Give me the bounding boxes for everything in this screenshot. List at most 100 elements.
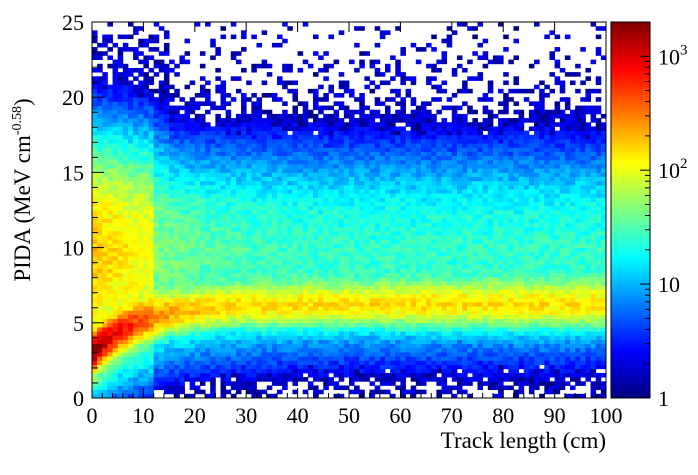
heatmap-cell: [194, 218, 201, 223]
heatmap-cell: [297, 301, 304, 307]
heatmap-cell: [282, 335, 288, 340]
heatmap-cell: [184, 268, 191, 274]
heatmap-cell: [338, 84, 345, 90]
heatmap-cell: [297, 143, 304, 148]
heatmap-cell: [379, 255, 386, 261]
heatmap-cell: [220, 372, 227, 378]
heatmap-cell: [369, 243, 376, 248]
heatmap-cell: [374, 67, 381, 73]
heatmap-cell: [184, 218, 191, 223]
heatmap-cell: [189, 272, 196, 278]
heatmap-cell: [338, 343, 345, 349]
heatmap-cell: [282, 113, 288, 119]
heatmap-cell: [117, 55, 124, 60]
heatmap-cell: [426, 331, 432, 336]
heatmap-cell: [410, 239, 417, 244]
heatmap-cell: [415, 297, 422, 303]
heatmap-cell: [349, 289, 355, 294]
heatmap-cell: [415, 360, 422, 365]
heatmap-cell: [235, 322, 242, 328]
heatmap-cell: [122, 326, 129, 332]
heatmap-cell: [153, 147, 160, 152]
heatmap-cell: [374, 247, 381, 253]
heatmap-cell: [349, 372, 355, 378]
heatmap-cell: [133, 168, 139, 173]
heatmap-cell: [205, 356, 211, 361]
heatmap-cell: [369, 322, 376, 328]
heatmap-cell: [390, 151, 396, 157]
heatmap-cell: [359, 285, 365, 290]
heatmap-cell: [431, 314, 437, 320]
heatmap-cell: [210, 393, 216, 399]
heatmap-cell: [420, 164, 427, 169]
heatmap-cell: [364, 172, 370, 177]
heatmap-cell: [133, 134, 139, 140]
heatmap-cell: [410, 389, 417, 395]
heatmap-cell: [215, 155, 221, 161]
heatmap-cell: [235, 268, 242, 274]
heatmap-cell: [235, 356, 242, 361]
heatmap-cell: [92, 159, 98, 165]
heatmap-cell: [122, 197, 129, 203]
heatmap-cell: [210, 389, 216, 395]
heatmap-cell: [431, 235, 437, 240]
heatmap-cell: [364, 372, 370, 378]
heatmap-cell: [194, 264, 201, 269]
heatmap-cell: [215, 339, 221, 345]
heatmap-cell: [184, 264, 191, 269]
heatmap-cell: [395, 306, 401, 311]
heatmap-cell: [318, 130, 324, 136]
heatmap-cell: [395, 155, 401, 161]
heatmap-cell: [107, 172, 113, 177]
heatmap-cell: [220, 226, 227, 232]
heatmap-cell: [246, 172, 252, 177]
heatmap-cell: [426, 118, 432, 123]
heatmap-cell: [179, 230, 185, 236]
heatmap-cell: [220, 356, 227, 361]
heatmap-cell: [230, 222, 237, 228]
heatmap-cell: [349, 126, 355, 132]
heatmap-cell: [287, 251, 293, 257]
heatmap-cell: [174, 389, 180, 395]
heatmap-cell: [189, 210, 196, 215]
heatmap-cell: [395, 118, 401, 123]
heatmap-cell: [261, 159, 268, 165]
heatmap-cell: [153, 201, 160, 207]
heatmap-cell: [338, 80, 345, 86]
heatmap-cell: [359, 347, 365, 353]
heatmap-cell: [349, 306, 355, 311]
heatmap-cell: [189, 222, 196, 228]
heatmap-cell: [410, 297, 417, 303]
heatmap-cell: [153, 272, 160, 278]
heatmap-cell: [302, 389, 309, 395]
heatmap-cell: [184, 151, 191, 157]
heatmap-cell: [266, 168, 273, 173]
heatmap-cell: [127, 214, 134, 219]
heatmap-cell: [194, 197, 201, 203]
heatmap-cell: [112, 251, 119, 257]
heatmap-cell: [143, 318, 149, 324]
heatmap-cell: [179, 306, 185, 311]
heatmap-cell: [271, 155, 278, 161]
heatmap-cell: [379, 80, 386, 86]
heatmap-cell: [405, 189, 412, 194]
heatmap-cell: [143, 97, 149, 102]
heatmap-cell: [143, 151, 149, 157]
heatmap-cell: [384, 205, 391, 211]
heatmap-cell: [328, 201, 334, 207]
heatmap-cell: [153, 381, 160, 386]
heatmap-cell: [292, 126, 298, 132]
heatmap-cell: [282, 67, 288, 73]
heatmap-cell: [256, 180, 263, 186]
heatmap-cell: [323, 189, 329, 194]
heatmap-cell: [148, 364, 155, 370]
heatmap-cell: [277, 293, 283, 299]
heatmap-cell: [277, 210, 283, 215]
heatmap-cell: [287, 281, 293, 286]
heatmap-cell: [241, 218, 247, 223]
heatmap-cell: [410, 339, 417, 345]
heatmap-cell: [246, 326, 252, 332]
heatmap-cell: [384, 310, 391, 315]
heatmap-cell: [241, 172, 247, 177]
heatmap-cell: [297, 172, 304, 177]
